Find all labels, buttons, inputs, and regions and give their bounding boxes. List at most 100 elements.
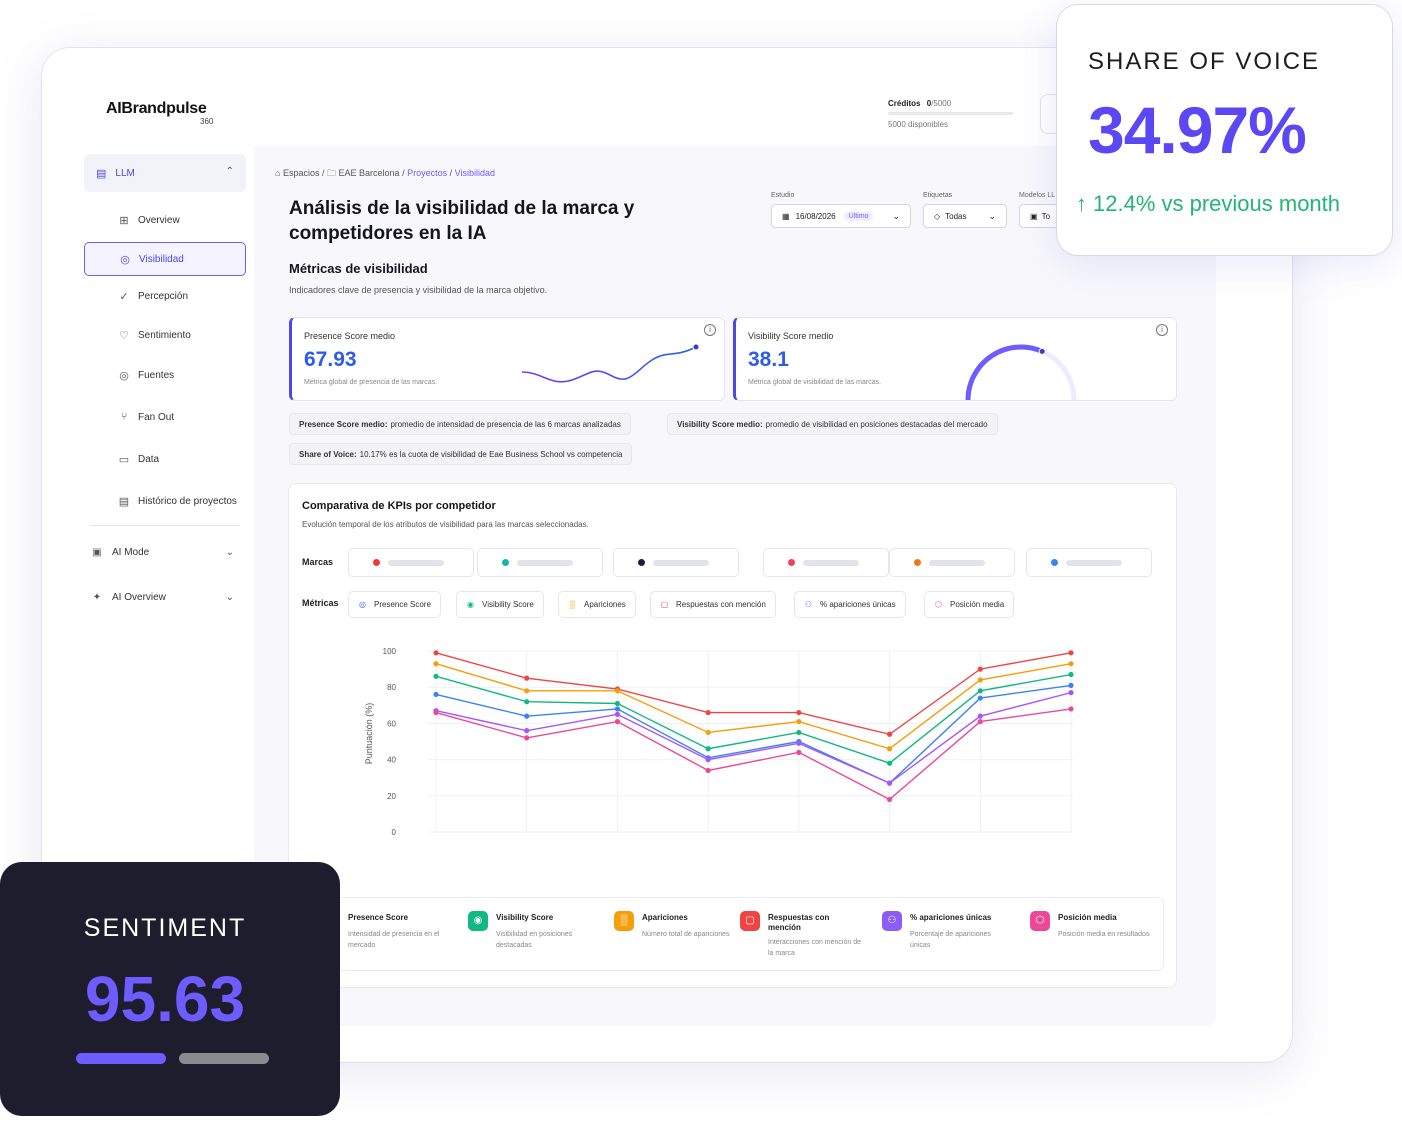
data-point — [886, 796, 893, 803]
note-presence: Presence Score medio: promedio de intensi… — [289, 413, 631, 435]
brand-filter-pill[interactable] — [477, 548, 603, 577]
brand-filter-pill[interactable] — [1026, 548, 1152, 577]
app-logo-sub: 360 — [200, 117, 214, 126]
sidebar-item-hist-rico-de-proyectos[interactable]: ▤ Histórico de proyectos — [84, 484, 246, 518]
metric-filter-label: % apariciones únicas — [820, 600, 896, 609]
brand-filter-pill[interactable] — [613, 548, 739, 577]
visibility-score-value: 38.1 — [748, 348, 789, 371]
brand-color-dot — [502, 559, 509, 566]
brand-name-redacted — [929, 559, 985, 566]
data-point — [1068, 650, 1074, 656]
legend-title: Respuestas con mención — [768, 913, 830, 932]
eye-icon: ◎ — [120, 253, 130, 266]
note-visibility-bold: Visibility Score medio: — [677, 419, 763, 429]
y-axis-label: Puntuación (%) — [364, 703, 374, 765]
metric-filter-pill[interactable]: ◉ Visibility Score — [456, 591, 544, 618]
visibility-score-desc: Métrica global de visibilidad de las mar… — [748, 379, 882, 386]
legend-desc: Intensidad de presencia en el mercado — [348, 931, 440, 949]
metric-filter-pill[interactable]: ⚇ % apariciones únicas — [794, 591, 906, 618]
home-icon: ⌂ — [275, 168, 281, 178]
nav-group-ai-mode[interactable]: ▣ AI Mode ⌄ — [84, 537, 246, 567]
data-point — [433, 661, 439, 667]
modelos-select[interactable]: ▣ To — [1019, 204, 1059, 228]
users-icon: ⚇ — [882, 911, 902, 931]
metric-filter-label: Respuestas con mención — [676, 600, 766, 609]
metric-filter-pill[interactable]: ◎ Presence Score — [348, 591, 441, 618]
credits-available: 5000 disponibles — [888, 120, 949, 129]
metric-filter-pill[interactable]: ⬡ Posición media — [924, 591, 1015, 618]
etiquetas-select[interactable]: ◇ Todas ⌄ — [923, 204, 1007, 228]
share-of-voice-delta-text: 12.4% vs previous month — [1093, 191, 1341, 216]
data-point — [433, 709, 439, 716]
chevron-down-icon: ⌄ — [892, 210, 900, 221]
data-point — [524, 699, 530, 705]
data-point — [977, 666, 983, 672]
info-icon[interactable]: i — [704, 324, 716, 336]
kpi-panel-subtitle: Evolución temporal de los atributos de v… — [302, 520, 589, 529]
visibility-gauge — [965, 344, 1077, 400]
nav-group-ai-overview-label: AI Overview — [112, 591, 166, 603]
robot-icon: ▣ — [92, 546, 102, 558]
app-logo[interactable]: AIBrandpulse — [106, 100, 207, 117]
data-point — [433, 650, 439, 656]
arrow-up-icon: ↑ — [1076, 191, 1087, 216]
brand-filter-pill[interactable] — [889, 548, 1015, 577]
presence-score-label: Presence Score medio — [304, 331, 396, 341]
credits-widget: Créditos 0/5000 5000 disponibles — [888, 99, 1018, 129]
breadcrumb-proyectos[interactable]: Proyectos — [407, 168, 448, 178]
chat-icon: ▢ — [660, 600, 669, 609]
data-point — [796, 729, 802, 736]
brand-filter-pill[interactable] — [763, 548, 889, 577]
y-tick-label: 100 — [383, 647, 397, 656]
legend-title: Posición media — [1058, 913, 1117, 922]
share-of-voice-label: SHARE OF VOICE — [1088, 48, 1321, 75]
metric-filter-pill[interactable]: ▒ Apariciones — [558, 591, 636, 618]
brand-name-redacted — [517, 559, 573, 566]
data-point — [977, 677, 983, 683]
data-point — [705, 757, 711, 763]
chat-icon: ▤ — [96, 167, 107, 180]
sidebar-item-label: Visibilidad — [139, 253, 184, 265]
sidebar-item-label: Overview — [138, 214, 180, 226]
nav-group-llm[interactable]: ▤ LLM ⌃ — [84, 154, 246, 192]
sidebar-item-visibilidad[interactable]: ◎ Visibilidad — [84, 242, 246, 276]
brand-name-redacted — [653, 559, 709, 566]
data-point — [705, 709, 711, 716]
sidebar-item-percepci-n[interactable]: ✓ Percepción — [84, 279, 246, 313]
brand-filter-pill[interactable] — [348, 548, 474, 577]
breadcrumb-space[interactable]: EAE Barcelona / — [338, 168, 405, 178]
sentiment-card — [0, 862, 340, 1116]
note-sov-bold: Share of Voice: — [299, 449, 357, 459]
breadcrumb-espacios[interactable]: Espacios / — [282, 168, 325, 178]
brand-color-dot — [638, 559, 645, 566]
chevron-down-icon: ⌄ — [988, 210, 996, 221]
data-point — [524, 675, 530, 681]
kpi-legend — [302, 897, 1164, 971]
sidebar-item-fan-out[interactable]: ⑂ Fan Out — [84, 400, 246, 434]
chevron-down-icon: ⌄ — [225, 546, 234, 558]
sidebar-item-label: Histórico de proyectos — [138, 495, 237, 507]
eye-icon: ◉ — [468, 911, 488, 931]
metric-filter-pill[interactable]: ▢ Respuestas con mención — [650, 591, 776, 618]
info-icon[interactable]: i — [1156, 324, 1168, 336]
sidebar-item-fuentes[interactable]: ◎ Fuentes — [84, 358, 246, 392]
visibility-score-card: Visibility Score medio 38.1 Métrica glob… — [733, 317, 1177, 401]
data-point — [524, 735, 530, 741]
data-point — [614, 706, 621, 712]
sidebar-item-label: Fan Out — [138, 411, 175, 423]
eye-icon: ◉ — [467, 600, 474, 609]
nav-group-ai-overview[interactable]: ✦ AI Overview ⌄ — [84, 582, 246, 612]
data-point — [614, 700, 621, 707]
sidebar-item-data[interactable]: ▭ Data — [84, 442, 246, 476]
metric-filter-label: Presence Score — [374, 600, 431, 609]
sidebar-item-overview[interactable]: ⊞ Overview — [84, 203, 246, 237]
hexagon-icon: ⬡ — [935, 600, 942, 609]
grid-icon: ⊞ — [119, 214, 129, 227]
estudio-select[interactable]: ▦ 16/08/2026 Último ⌄ — [771, 204, 911, 228]
sidebar-item-sentimiento[interactable]: ♡ Sentimiento — [84, 318, 246, 352]
breadcrumb: ⌂ Espacios / 🗀 EAE Barcelona / Proyectos… — [275, 166, 495, 182]
breadcrumb-current: Visibilidad — [454, 168, 496, 178]
data-point — [796, 749, 802, 755]
brand-color-dot — [788, 559, 795, 566]
note-visibility-text: promedio de visibilidad en posiciones de… — [765, 419, 988, 429]
